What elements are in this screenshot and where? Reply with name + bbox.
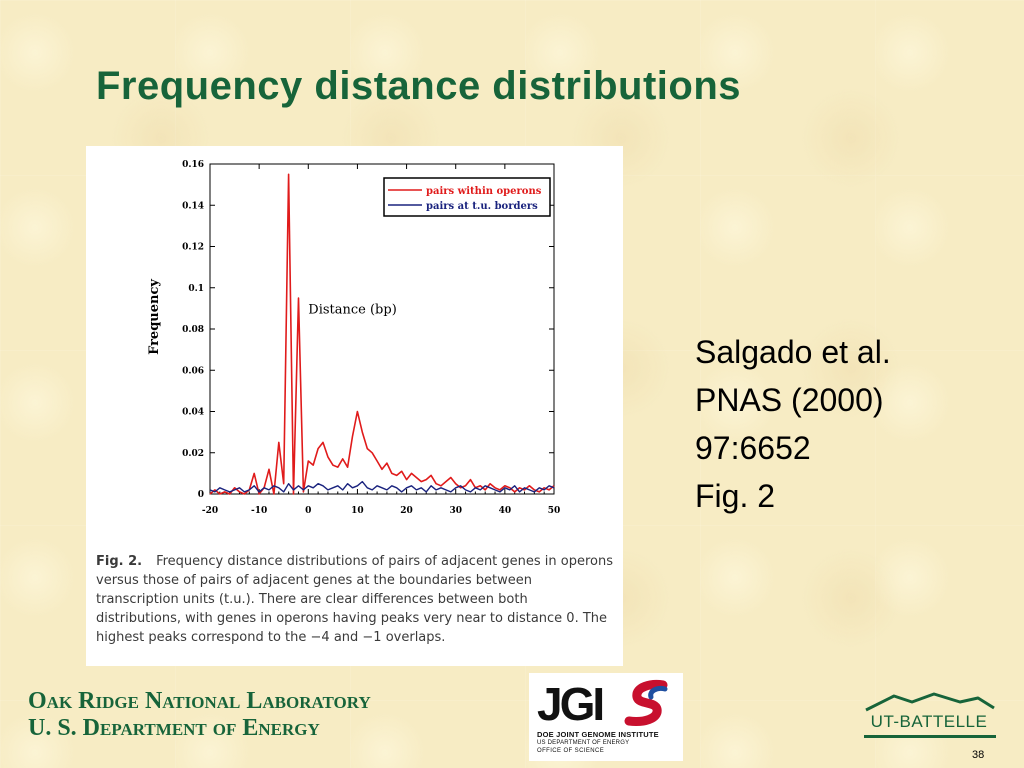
jgi-wordmark: JGI xyxy=(537,678,605,730)
frequency-chart: 0 0.02 0.04 0.06 0.08 0.1 0.12 0.14 0.16 -20 -10 0 1… xyxy=(147,160,561,516)
caption-label: Fig. 2. xyxy=(96,554,143,569)
underline-icon xyxy=(864,735,996,738)
y-tick-label: 0.1 xyxy=(188,284,204,294)
figure-caption: Fig. 2. Frequency distance distributions … xyxy=(96,552,616,647)
citation-line: 97:6652 xyxy=(695,430,811,466)
y-tick-label: 0.04 xyxy=(182,408,204,418)
ut-battelle-wordmark: UT-BATTELLE xyxy=(870,712,988,731)
jgi-logo: JGI DOE JOINT GENOME INSTITUTE US DEPART… xyxy=(529,673,683,761)
legend-label: pairs at t.u. borders xyxy=(426,201,538,212)
x-tick-label: -20 xyxy=(202,506,218,516)
x-tick-label: 0 xyxy=(305,506,311,516)
ut-battelle-logo: UT-BATTELLE xyxy=(860,690,1000,740)
citation-line: Fig. 2 xyxy=(695,478,776,514)
legend-box xyxy=(383,177,551,217)
figure-panel: 0 0.02 0.04 0.06 0.08 0.1 0.12 0.14 0.16 -20 -10 0 1… xyxy=(86,146,623,666)
legend-label: pairs within operons xyxy=(426,186,542,197)
x-tick-label: 20 xyxy=(400,506,413,516)
department-name: U. S. Department of Energy xyxy=(28,715,320,741)
caption-text: Frequency distance distributions of pair… xyxy=(96,554,614,645)
citation-line: Salgado et al. xyxy=(695,334,891,370)
chart-annotation: Distance (bp) xyxy=(308,303,397,318)
y-tick-label: 0.12 xyxy=(182,243,204,253)
series-line-2 xyxy=(209,480,555,493)
citation-line: PNAS (2000) xyxy=(695,382,884,418)
jgi-line3: OFFICE OF SCIENCE xyxy=(537,748,605,754)
y-tick-label: 0.14 xyxy=(182,201,204,211)
jgi-swoosh-icon xyxy=(624,680,668,726)
jgi-line1: DOE JOINT GENOME INSTITUTE xyxy=(537,730,659,739)
mountain-icon xyxy=(865,692,995,712)
x-tick-label: 50 xyxy=(548,506,561,516)
y-tick-label: 0.06 xyxy=(182,366,204,376)
slide-title: Frequency distance distributions xyxy=(96,64,742,108)
page-number: 38 xyxy=(972,749,985,761)
jgi-line2: US DEPARTMENT OF ENERGY xyxy=(537,740,630,746)
y-tick-label: 0.02 xyxy=(182,449,204,459)
citation: Salgado et al. PNAS (2000) 97:6652 Fig. … xyxy=(695,328,891,520)
y-tick-label: 0.16 xyxy=(182,160,204,170)
y-axis-label: Frequency xyxy=(147,279,162,355)
x-tick-label: 30 xyxy=(449,506,462,516)
y-tick-label: 0 xyxy=(198,490,204,500)
ornl-logo: Oak Ridge National Laboratory U. S. Depa… xyxy=(28,688,371,742)
x-tick-label: 40 xyxy=(499,506,512,516)
x-tick-label: 10 xyxy=(351,506,364,516)
y-tick-label: 0.08 xyxy=(182,325,204,335)
series-line-1 xyxy=(209,173,555,495)
lab-name: Oak Ridge National Laboratory xyxy=(28,688,371,714)
x-tick-label: -10 xyxy=(251,506,267,516)
